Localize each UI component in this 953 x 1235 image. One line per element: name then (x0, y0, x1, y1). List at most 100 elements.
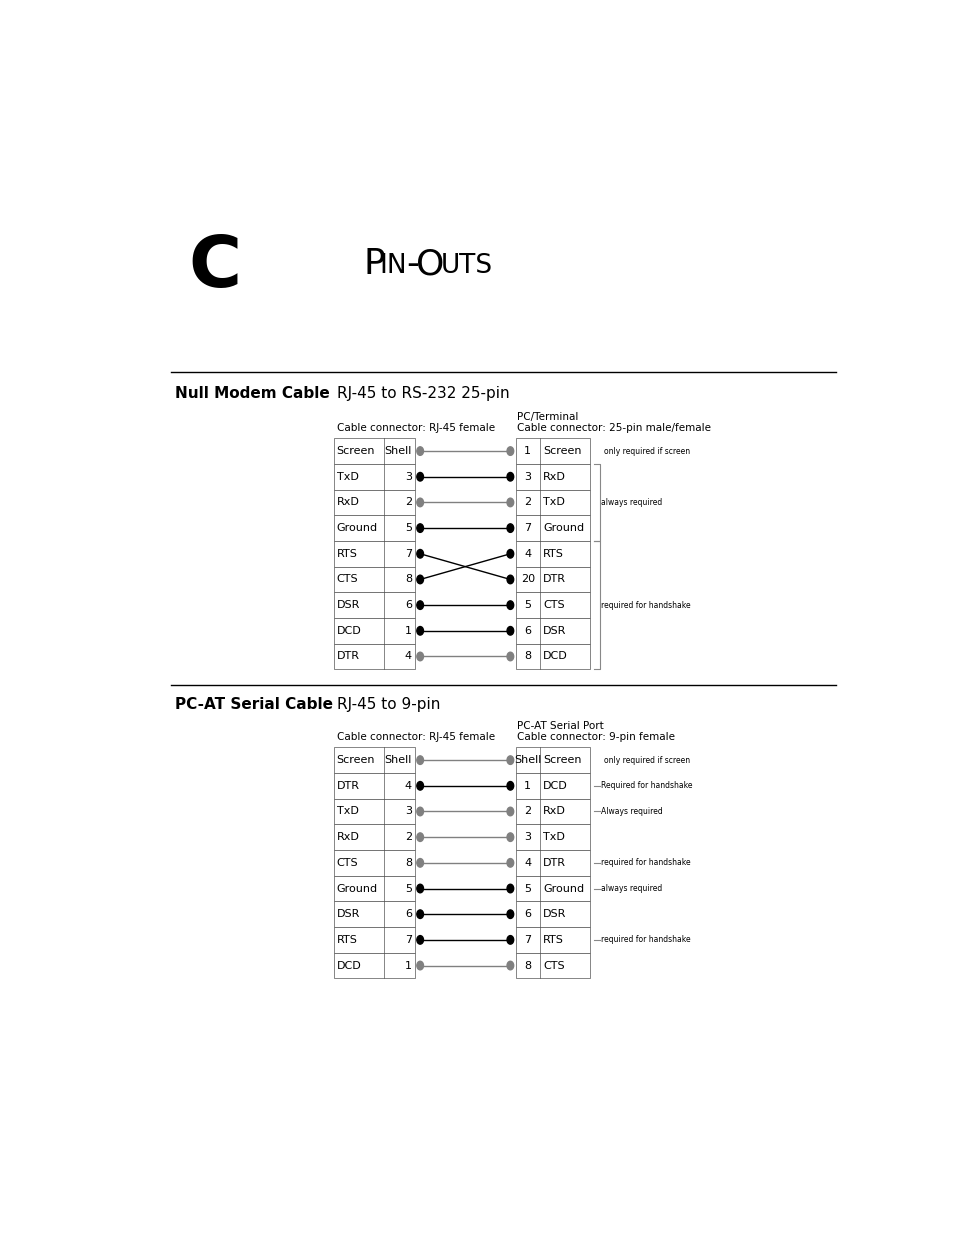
Bar (334, 799, 415, 824)
Text: DCD: DCD (336, 961, 361, 971)
Bar (515, 747, 590, 773)
Text: 1: 1 (405, 626, 412, 636)
Text: PC-AT Serial Port: PC-AT Serial Port (517, 721, 603, 731)
Text: DTR: DTR (336, 781, 359, 790)
Text: RxD: RxD (336, 498, 359, 508)
Bar (334, 643, 415, 669)
Circle shape (416, 652, 423, 661)
Text: DSR: DSR (336, 600, 359, 610)
Circle shape (506, 961, 513, 969)
Bar (515, 799, 590, 824)
Text: 1: 1 (524, 446, 531, 456)
Bar (515, 952, 590, 978)
Bar (515, 902, 590, 927)
Circle shape (416, 447, 423, 456)
Circle shape (506, 858, 513, 867)
Circle shape (506, 576, 513, 584)
Text: 4: 4 (523, 548, 531, 558)
Circle shape (416, 524, 423, 532)
Bar (334, 927, 415, 952)
Circle shape (416, 936, 423, 944)
Text: 7: 7 (404, 548, 412, 558)
Text: 2: 2 (523, 806, 531, 816)
Text: RJ-45 to 9-pin: RJ-45 to 9-pin (337, 697, 440, 713)
Circle shape (416, 782, 423, 790)
Text: always required: always required (600, 498, 662, 506)
Text: Required for handshake: Required for handshake (600, 782, 692, 790)
Text: 5: 5 (524, 600, 531, 610)
Circle shape (506, 473, 513, 482)
Bar (334, 593, 415, 618)
Bar (334, 464, 415, 489)
Circle shape (416, 550, 423, 558)
Text: Screen: Screen (336, 446, 375, 456)
Text: RxD: RxD (336, 832, 359, 842)
Text: TxD: TxD (542, 498, 564, 508)
Text: Shell: Shell (384, 755, 412, 766)
Text: C: C (189, 232, 242, 301)
Text: 2: 2 (404, 498, 412, 508)
Bar (515, 593, 590, 618)
Text: IN: IN (379, 253, 407, 279)
Text: TxD: TxD (336, 806, 358, 816)
Text: 5: 5 (405, 524, 412, 534)
Text: DCD: DCD (542, 781, 567, 790)
Bar (334, 902, 415, 927)
Circle shape (506, 936, 513, 944)
Text: 8: 8 (523, 961, 531, 971)
Circle shape (416, 576, 423, 584)
Text: Ground: Ground (336, 883, 377, 893)
Text: DSR: DSR (542, 909, 566, 919)
Text: Ground: Ground (542, 524, 583, 534)
Circle shape (506, 498, 513, 506)
Bar (515, 927, 590, 952)
Text: 3: 3 (405, 806, 412, 816)
Text: 6: 6 (524, 909, 531, 919)
Bar (515, 876, 590, 902)
Text: Null Modem Cable: Null Modem Cable (174, 387, 329, 401)
Text: always required: always required (600, 884, 662, 893)
Text: 3: 3 (524, 832, 531, 842)
Circle shape (416, 601, 423, 609)
Text: Ground: Ground (542, 883, 583, 893)
Circle shape (506, 652, 513, 661)
Circle shape (416, 884, 423, 893)
Text: required for handshake: required for handshake (600, 858, 690, 867)
Text: DCD: DCD (336, 626, 361, 636)
Circle shape (416, 961, 423, 969)
Text: 1: 1 (405, 961, 412, 971)
Text: CTS: CTS (542, 600, 564, 610)
Text: Cable connector: RJ-45 female: Cable connector: RJ-45 female (337, 732, 495, 742)
Text: 6: 6 (524, 626, 531, 636)
Circle shape (416, 832, 423, 841)
Bar (334, 567, 415, 593)
Bar (515, 643, 590, 669)
Text: Always required: Always required (600, 806, 662, 816)
Circle shape (506, 832, 513, 841)
Text: DCD: DCD (542, 652, 567, 662)
Circle shape (416, 858, 423, 867)
Bar (515, 618, 590, 643)
Bar (334, 747, 415, 773)
Text: 3: 3 (405, 472, 412, 482)
Text: Cable connector: 9-pin female: Cable connector: 9-pin female (517, 732, 675, 742)
Text: 2: 2 (404, 832, 412, 842)
Text: CTS: CTS (336, 574, 358, 584)
Bar (515, 567, 590, 593)
Text: RxD: RxD (542, 806, 565, 816)
Bar (515, 541, 590, 567)
Text: 20: 20 (520, 574, 535, 584)
Bar (515, 850, 590, 876)
Text: RJ-45 to RS-232 25-pin: RJ-45 to RS-232 25-pin (337, 387, 510, 401)
Text: DTR: DTR (542, 858, 565, 868)
Circle shape (506, 884, 513, 893)
Text: 8: 8 (404, 858, 412, 868)
Circle shape (416, 808, 423, 816)
Text: 2: 2 (523, 498, 531, 508)
Circle shape (416, 626, 423, 635)
Text: required for handshake: required for handshake (600, 600, 690, 610)
Bar (334, 876, 415, 902)
Bar (515, 773, 590, 799)
Circle shape (506, 601, 513, 609)
Text: 4: 4 (404, 781, 412, 790)
